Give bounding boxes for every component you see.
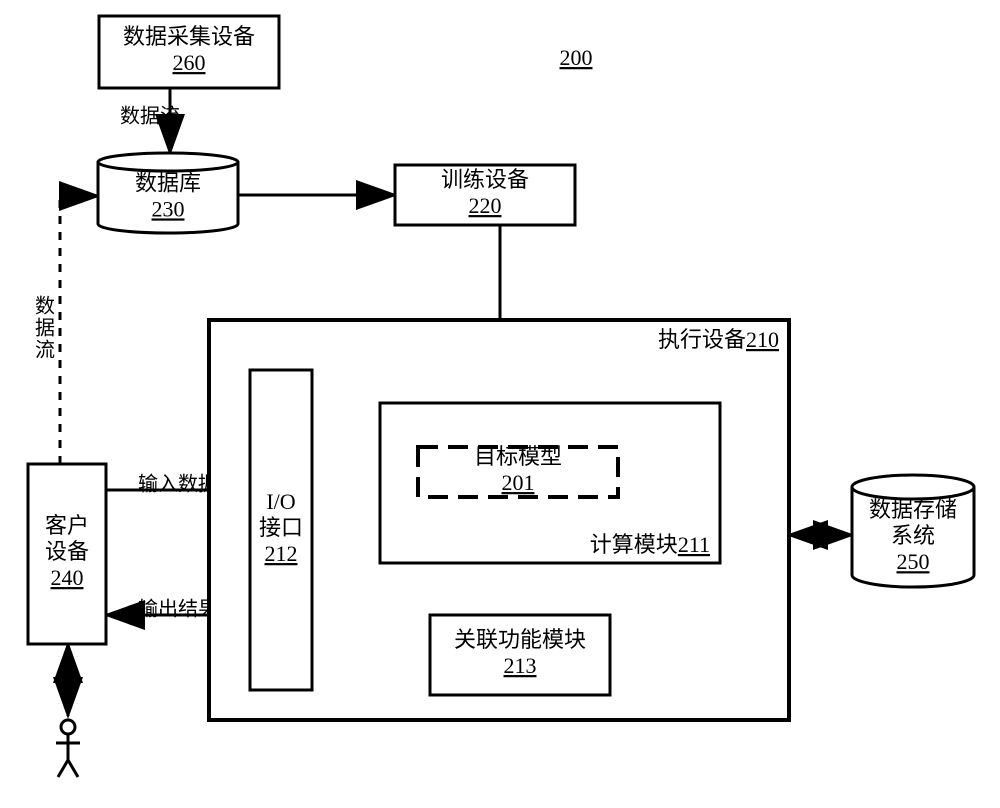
diagram-ref-text: 200 xyxy=(560,45,593,70)
edge-e1: 数据流 xyxy=(120,88,180,153)
edge-e1-label: 数据流 xyxy=(120,105,180,128)
node-database: 数据库230 xyxy=(98,153,238,233)
diagram-ref: 200 xyxy=(560,45,593,70)
io_interface-label-1: 接口 xyxy=(259,515,303,540)
storage-label-2: 250 xyxy=(897,549,930,574)
storage-label-0: 数据存储 xyxy=(869,497,957,522)
target_model-label-0: 目标模型 xyxy=(474,444,562,469)
node-client: 客户设备240 xyxy=(28,464,106,644)
io_interface-label-2: 212 xyxy=(265,541,298,566)
node-compute_mod-label: 计算模块211 xyxy=(590,532,710,557)
training-label-0: 训练设备 xyxy=(441,167,529,192)
database-label-0: 数据库 xyxy=(135,170,201,195)
client-label-1: 设备 xyxy=(45,539,89,564)
node-training: 训练设备220 xyxy=(395,165,575,225)
training-label-1: 220 xyxy=(469,193,502,218)
edge-e8-label-2: 流 xyxy=(35,339,55,362)
node-data_collect: 数据采集设备260 xyxy=(99,16,279,88)
client-label-2: 240 xyxy=(51,565,84,590)
edge-e8-label-0: 数 xyxy=(35,295,55,318)
edge-e4-label: 输入数据 xyxy=(138,473,218,496)
database-label-1: 230 xyxy=(152,196,185,221)
node-exec_device-label: 执行设备210 xyxy=(658,327,779,352)
node-io_interface: I/O接口212 xyxy=(250,370,312,690)
edge-e8-label-1: 据 xyxy=(35,317,55,340)
edge-e5-label: 输出结果 xyxy=(138,598,218,621)
node-compute_mod: 计算模块211 xyxy=(380,403,720,563)
client-label-0: 客户 xyxy=(45,513,89,538)
target_model-label-1: 201 xyxy=(502,470,535,495)
node-storage: 数据存储系统250 xyxy=(852,475,974,587)
edge-e8: 数据流 xyxy=(35,196,98,464)
user-icon xyxy=(56,720,80,777)
system-architecture-diagram: 数据流输入数据输出结果 数据流 数据采集设备260 数据库230 训练设备220 执行设… xyxy=(0,0,1000,808)
assoc_mod-label-0: 关联功能模块 xyxy=(454,627,586,652)
data_collect-label-1: 260 xyxy=(173,50,206,75)
assoc_mod-label-1: 213 xyxy=(504,653,537,678)
io_interface-label-0: I/O xyxy=(266,489,295,514)
data_collect-label-0: 数据采集设备 xyxy=(123,24,255,49)
storage-label-1: 系统 xyxy=(891,523,935,548)
node-assoc_mod: 关联功能模块213 xyxy=(430,615,610,695)
